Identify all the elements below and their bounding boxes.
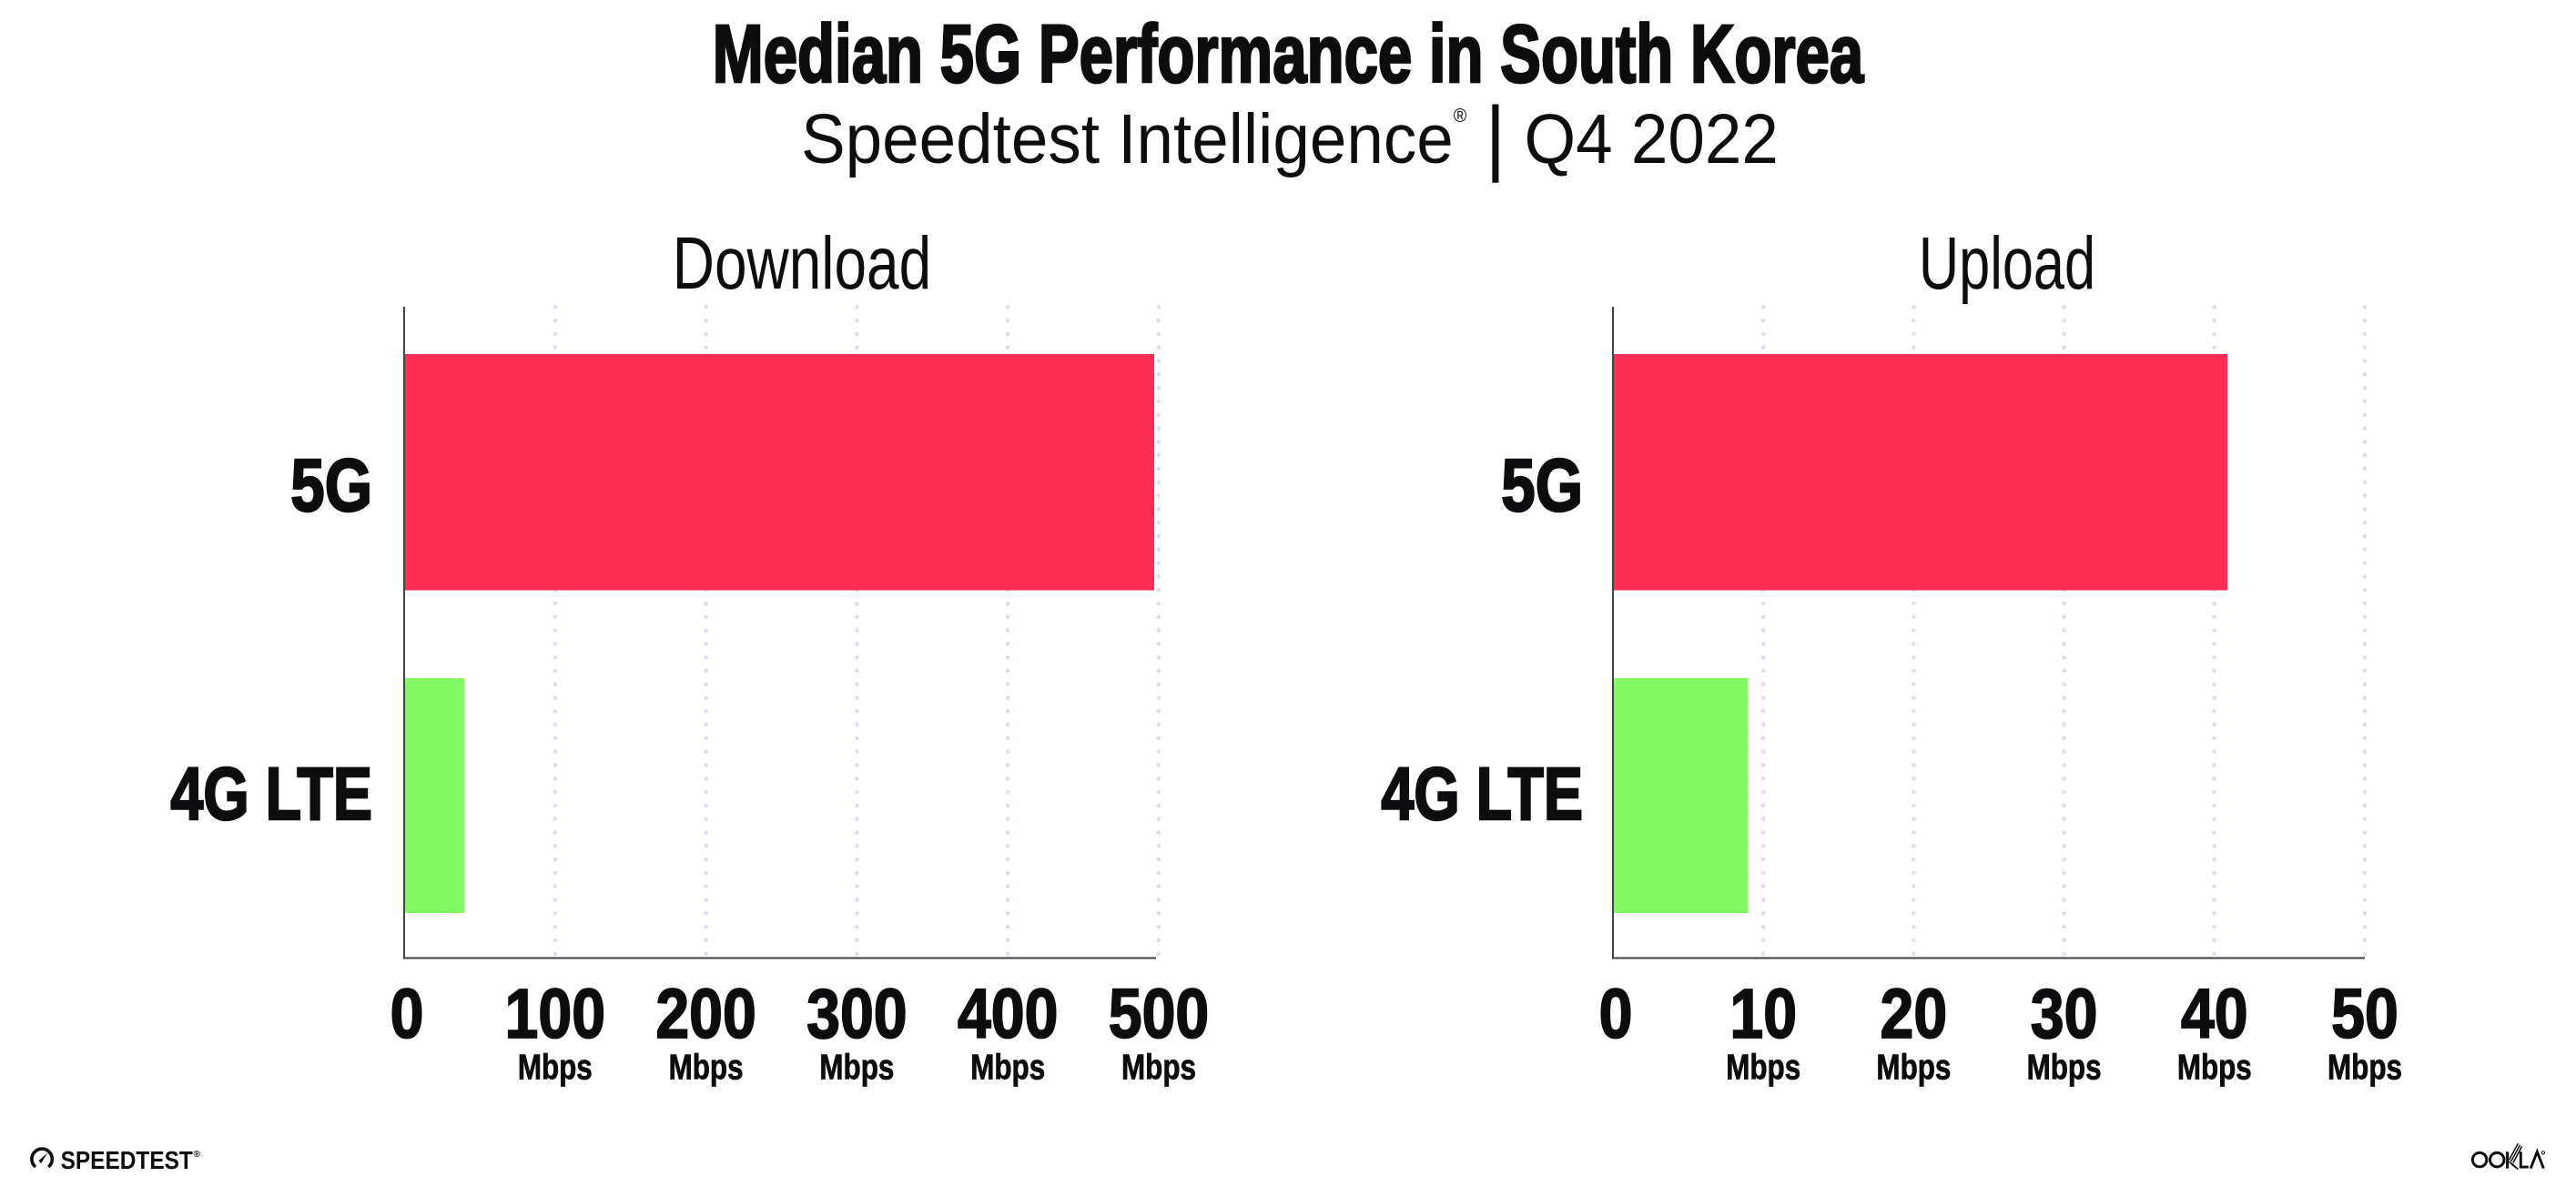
svg-text:Mbps: Mbps	[1121, 1047, 1196, 1087]
svg-text:30: 30	[2031, 975, 2098, 1053]
svg-text:Mbps: Mbps	[518, 1047, 593, 1087]
svg-text:0: 0	[390, 975, 424, 1053]
svg-text:SPEEDTEST: SPEEDTEST	[61, 1145, 193, 1174]
svg-text:20: 20	[1881, 975, 1948, 1053]
svg-text:5G: 5G	[1501, 443, 1583, 527]
svg-text:500: 500	[1109, 975, 1209, 1053]
svg-text:50: 50	[2331, 975, 2399, 1053]
svg-text:0: 0	[1599, 975, 1633, 1053]
svg-text:10: 10	[1729, 975, 1797, 1053]
svg-text:Upload: Upload	[1919, 221, 2095, 305]
svg-text:Mbps: Mbps	[819, 1047, 894, 1087]
svg-text:4G LTE: 4G LTE	[1381, 752, 1583, 836]
svg-text:100: 100	[505, 975, 605, 1053]
svg-text:4G LTE: 4G LTE	[170, 752, 372, 836]
svg-text:Mbps: Mbps	[2027, 1047, 2102, 1087]
svg-text:Speedtest Intelligence® | Q4 2: Speedtest Intelligence® | Q4 2022	[801, 89, 1779, 183]
svg-text:200: 200	[655, 975, 756, 1053]
svg-text:®: ®	[194, 1150, 201, 1160]
svg-text:Mbps: Mbps	[2328, 1047, 2402, 1087]
svg-text:Mbps: Mbps	[1726, 1047, 1800, 1087]
svg-text:5G: 5G	[290, 443, 372, 527]
svg-text:Mbps: Mbps	[2177, 1047, 2252, 1087]
svg-text:40: 40	[2181, 975, 2248, 1053]
svg-text:400: 400	[958, 975, 1058, 1053]
svg-text:Median 5G Performance in South: Median 5G Performance in South Korea	[713, 7, 1864, 99]
svg-text:Mbps: Mbps	[970, 1047, 1045, 1087]
svg-text:300: 300	[806, 975, 907, 1053]
svg-text:Mbps: Mbps	[1876, 1047, 1951, 1087]
svg-text:Download: Download	[673, 220, 931, 305]
svg-text:Mbps: Mbps	[669, 1047, 744, 1087]
